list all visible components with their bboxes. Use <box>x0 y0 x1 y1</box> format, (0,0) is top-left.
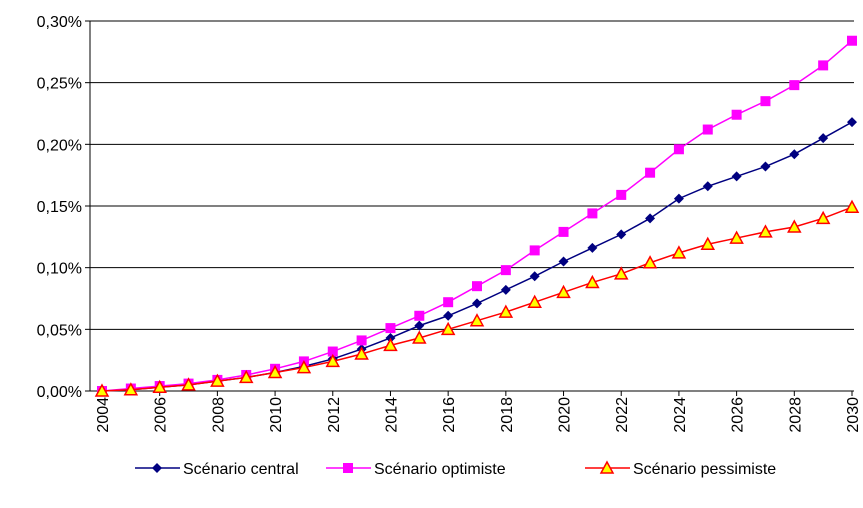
marker <box>613 266 629 280</box>
x-tick-label: 2024 <box>672 397 689 433</box>
x-tick-label: 2028 <box>787 397 804 433</box>
marker <box>760 96 771 107</box>
marker <box>787 219 802 233</box>
x-tick-label: 2008 <box>210 397 227 433</box>
marker <box>123 382 139 396</box>
y-tick-label: 0,05% <box>37 322 82 339</box>
x-tick-label: 2020 <box>557 397 574 433</box>
marker <box>210 373 225 387</box>
marker <box>414 320 425 331</box>
marker <box>673 193 684 204</box>
marker <box>847 117 857 128</box>
marker <box>758 224 773 238</box>
series-line <box>101 40 853 392</box>
x-tick-label: 2004 <box>95 397 112 433</box>
marker <box>645 167 656 178</box>
x-tick-label: 2022 <box>614 397 631 433</box>
marker <box>385 323 396 334</box>
marker <box>354 346 369 360</box>
marker <box>616 189 627 200</box>
marker <box>412 330 427 344</box>
marker <box>616 229 627 240</box>
marker <box>325 353 341 368</box>
y-tick-label: 0,25% <box>37 76 82 93</box>
marker <box>642 255 658 269</box>
x-tick-label: 2016 <box>441 397 458 433</box>
marker <box>152 379 167 394</box>
marker <box>558 256 569 267</box>
marker <box>414 310 425 321</box>
marker <box>472 298 482 309</box>
marker <box>238 369 254 384</box>
legend-label: Scénario central <box>183 461 299 478</box>
marker <box>700 236 716 250</box>
marker <box>731 109 742 120</box>
marker <box>558 226 569 237</box>
marker <box>789 149 800 160</box>
marker <box>815 210 831 225</box>
marker <box>443 297 454 308</box>
series-line <box>101 121 853 392</box>
marker <box>440 321 456 336</box>
marker <box>94 383 110 397</box>
x-tick-label: 2014 <box>383 397 400 433</box>
legend-label: Scénario pessimiste <box>633 461 776 478</box>
x-tick-label: 2018 <box>499 397 516 433</box>
x-tick-label: 2010 <box>268 397 285 433</box>
marker <box>469 313 485 327</box>
marker <box>529 271 540 282</box>
marker <box>702 181 713 192</box>
x-tick-label: 2026 <box>730 397 747 433</box>
legend-marker <box>343 463 353 473</box>
marker <box>671 245 687 259</box>
marker <box>645 213 656 224</box>
marker <box>296 360 312 374</box>
y-tick-label: 0,30% <box>37 14 82 31</box>
marker <box>556 284 571 299</box>
marker <box>327 346 338 357</box>
y-tick-label: 0,15% <box>37 199 82 216</box>
marker <box>729 230 744 244</box>
marker <box>356 335 367 346</box>
marker <box>847 35 857 46</box>
x-tick-label: 2012 <box>326 397 343 433</box>
marker <box>818 60 829 71</box>
marker <box>731 171 742 182</box>
marker <box>527 294 542 308</box>
marker <box>472 281 482 292</box>
legend-marker <box>599 460 615 474</box>
marker <box>673 144 684 155</box>
y-tick-label: 0,10% <box>37 261 82 278</box>
marker <box>818 133 829 144</box>
y-tick-label: 0,00% <box>37 384 82 401</box>
marker <box>529 245 540 256</box>
marker <box>587 208 598 219</box>
legend-label: Scénario optimiste <box>374 461 506 478</box>
marker <box>500 284 511 295</box>
legend-marker <box>152 463 162 473</box>
marker <box>585 274 600 289</box>
marker <box>789 80 800 91</box>
marker <box>760 161 771 172</box>
x-tick-label: 2006 <box>153 397 170 433</box>
marker <box>383 337 398 352</box>
y-tick-label: 0,20% <box>37 137 82 154</box>
marker <box>702 124 713 135</box>
marker <box>498 304 514 318</box>
marker <box>844 199 860 213</box>
x-tick-label: 2030 <box>845 397 862 433</box>
marker <box>267 364 283 379</box>
marker <box>443 310 454 321</box>
marker <box>500 265 511 276</box>
marker <box>587 242 598 253</box>
marker <box>181 377 196 391</box>
